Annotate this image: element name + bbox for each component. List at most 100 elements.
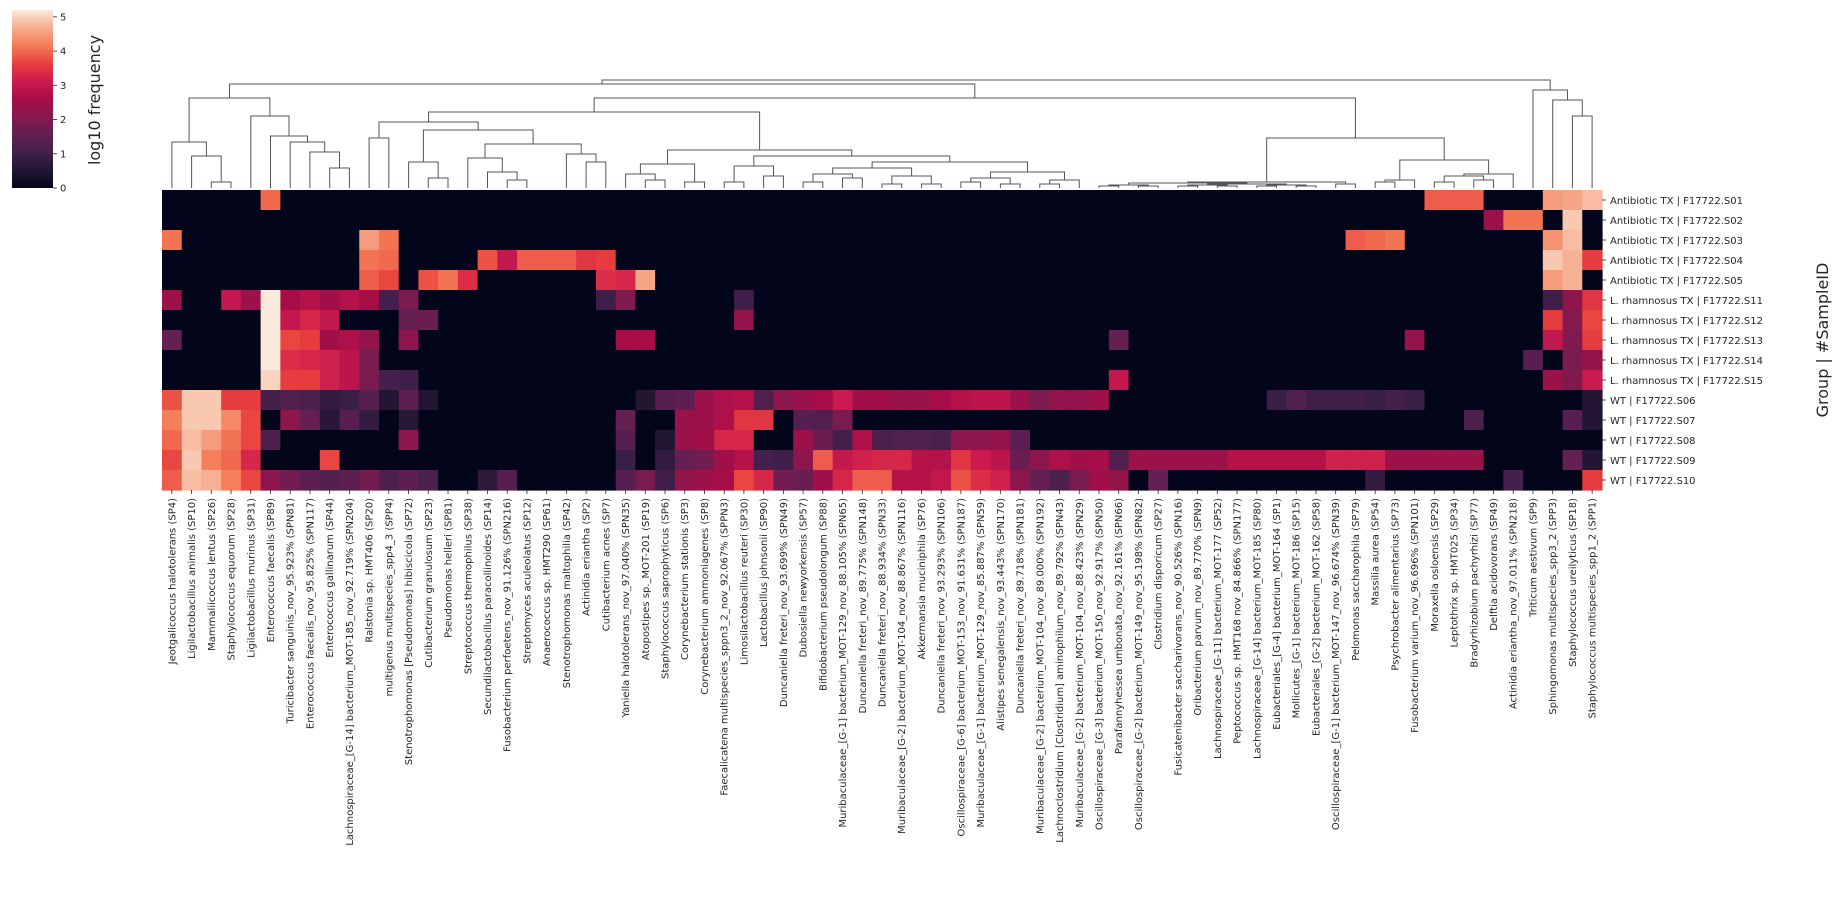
heatmap-cell (852, 470, 873, 491)
heatmap-cell (970, 250, 992, 271)
heatmap-cell (1444, 330, 1465, 351)
heatmap-cell (1542, 330, 1564, 351)
heatmap-cell (1424, 370, 1445, 391)
heatmap-cell (359, 390, 380, 411)
column-label: Mammaliicoccus lentus (SP26) (207, 498, 218, 651)
heatmap-cell (1542, 410, 1564, 431)
heatmap-cell (1069, 430, 1090, 451)
heatmap-cell (300, 330, 321, 351)
heatmap-cell (1286, 350, 1307, 371)
heatmap-cell (1306, 390, 1327, 411)
heatmap-cell (201, 370, 222, 391)
heatmap-cell (300, 310, 321, 331)
dendrogram-link (723, 181, 745, 188)
heatmap-cell (990, 230, 1011, 251)
column-label: Stenotrophomonas [Pseudomonas] hibiscico… (404, 498, 415, 765)
heatmap-cell (1306, 270, 1327, 291)
heatmap-cell (497, 410, 518, 431)
heatmap-cell (576, 430, 597, 451)
dendrogram-link (422, 129, 534, 162)
column-label: Ralstonia sp. HMT406 (SP20) (365, 498, 376, 643)
heatmap-cell (595, 350, 617, 371)
heatmap-cell (1345, 310, 1366, 331)
heatmap-cell (339, 250, 360, 271)
heatmap-cell (1029, 430, 1051, 451)
heatmap-cell (576, 470, 597, 491)
heatmap-cell (1128, 190, 1149, 211)
heatmap-cell (1207, 370, 1228, 391)
column-label: Atopostipes sp._MOT-201 (SP19) (641, 498, 652, 660)
heatmap-cell (477, 210, 498, 231)
heatmap-cell (931, 450, 952, 471)
heatmap-cell (1542, 210, 1564, 231)
heatmap-cell (1503, 330, 1524, 351)
heatmap-cell (1029, 230, 1051, 251)
dendrogram-link (1532, 89, 1568, 188)
heatmap-cell (931, 370, 952, 391)
heatmap-cell (852, 330, 873, 351)
heatmap-cell (1128, 250, 1149, 271)
heatmap-cell (1049, 450, 1070, 471)
heatmap-cell (891, 330, 913, 351)
heatmap-cell (1266, 430, 1287, 451)
heatmap-cell (655, 450, 676, 471)
column-label: Oscillospiraceae_[G-1] bacterium_MOT-147… (1331, 498, 1342, 830)
heatmap-cell (1444, 210, 1465, 231)
heatmap-cell (1503, 410, 1524, 431)
row-labels: Antibiotic TX | F17722.S01 Antibiotic TX … (1602, 196, 1763, 487)
heatmap-cell (536, 370, 558, 391)
heatmap-cell (1108, 230, 1130, 251)
heatmap-cell (300, 190, 321, 211)
dendrogram-link (1384, 179, 1416, 188)
heatmap-cell (359, 310, 380, 331)
heatmap-cell (635, 350, 656, 371)
heatmap-cell (1148, 450, 1169, 471)
heatmap-cell (852, 190, 873, 211)
heatmap-cell (1385, 230, 1406, 251)
heatmap-cell (812, 290, 834, 311)
heatmap-cell (497, 370, 518, 391)
heatmap-cell (319, 470, 341, 491)
heatmap-cell (872, 470, 893, 491)
heatmap-cell (694, 270, 715, 291)
heatmap-cell (1128, 270, 1149, 291)
heatmap-cell (1542, 310, 1564, 331)
heatmap-cell (1325, 370, 1347, 391)
heatmap-cell (1562, 370, 1583, 391)
heatmap-cell (1286, 250, 1307, 271)
heatmap-cell (1069, 190, 1090, 211)
heatmap-cell (1069, 410, 1090, 431)
dendrogram-link (960, 181, 982, 188)
heatmap-cell (734, 330, 755, 351)
heatmap-cell (812, 330, 834, 351)
heatmap-cell (635, 290, 656, 311)
heatmap-cell (556, 370, 577, 391)
heatmap-cell (1404, 370, 1426, 391)
heatmap-cell (1266, 350, 1287, 371)
heatmap-cell (714, 270, 735, 291)
dendrogram-link (428, 111, 761, 150)
heatmap-cell (536, 230, 558, 251)
heatmap-cell (1089, 190, 1110, 211)
heatmap-cell (951, 190, 972, 211)
heatmap-cell (1286, 190, 1307, 211)
heatmap-cell (339, 390, 360, 411)
heatmap-cell (852, 210, 873, 231)
colorbar-gradient (12, 10, 53, 188)
row-label: WT | F17722.S07 (1610, 416, 1696, 427)
heatmap-cell (891, 350, 913, 371)
column-label: Cutibacterium acnes (SP7) (601, 498, 612, 631)
heatmap-cell (970, 370, 992, 391)
column-label: Duncaniella freteri_nov_93.699% (SPN49) (779, 498, 790, 707)
heatmap-cell (734, 250, 755, 271)
heatmap-cell (1582, 310, 1603, 331)
heatmap-cell (1503, 210, 1524, 231)
heatmap-cell (359, 250, 380, 271)
heatmap-cell (1069, 390, 1090, 411)
heatmap-cell (280, 210, 301, 231)
heatmap-cell (891, 310, 913, 331)
heatmap-cell (1246, 450, 1268, 471)
column-label: Secundilactobacillus paracollinoides (SP… (483, 498, 494, 715)
heatmap-cell (300, 450, 321, 471)
heatmap-cell (832, 430, 854, 451)
